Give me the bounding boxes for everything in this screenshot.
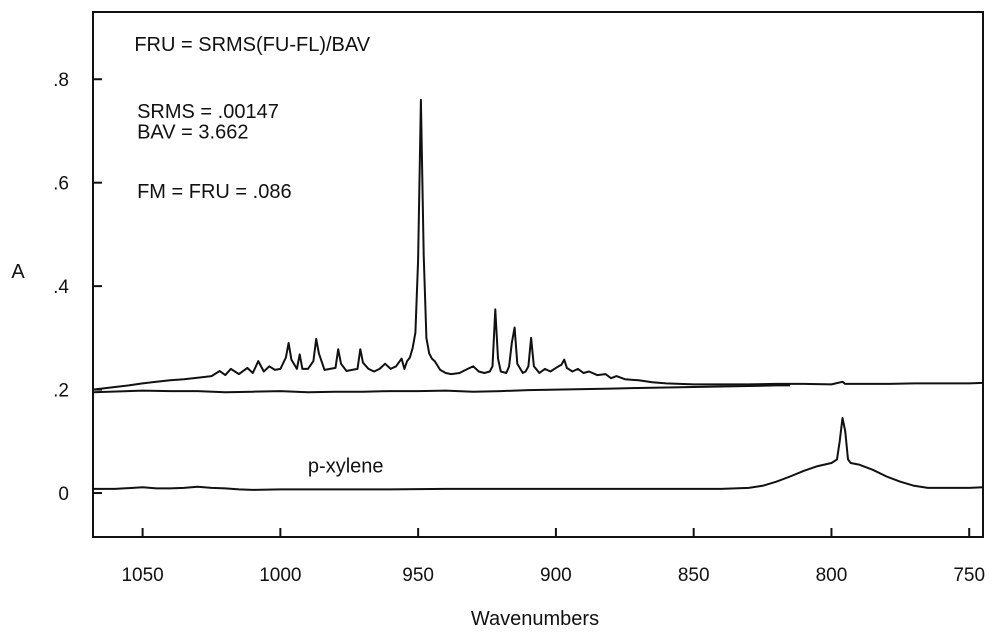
annotation: p-xylene [308, 455, 384, 477]
y-tick-label: .8 [53, 70, 69, 91]
series-layer [92, 98, 984, 491]
y-tick-label: .6 [53, 174, 69, 195]
x-tick-label: 950 [402, 565, 434, 586]
series-line-3 [93, 417, 984, 491]
plot-frame [92, 11, 984, 538]
series-line-2 [92, 384, 791, 394]
y-tick-label: .4 [53, 277, 69, 298]
x-tick-label: 1050 [121, 565, 163, 586]
x-axis: 1050 1000 950 900 850 800 750 [121, 528, 985, 586]
annotation: BAV = 3.662 [137, 122, 248, 144]
x-tick-label: 1000 [259, 565, 301, 586]
x-tick-label: 800 [816, 565, 848, 586]
y-axis-label: A [11, 261, 25, 283]
y-tick-label: 0 [58, 484, 69, 505]
annotation: FRU = SRMS(FU-FL)/BAV [134, 34, 370, 56]
x-tick-label: 750 [953, 565, 985, 586]
annotation: FM = FRU = .086 [137, 181, 291, 203]
y-tick-label: .2 [53, 381, 69, 402]
series-line-1 [92, 98, 984, 391]
annotation: SRMS = .00147 [137, 101, 279, 123]
x-tick-label: 850 [678, 565, 710, 586]
x-axis-label: Wavenumbers [471, 608, 599, 630]
x-tick-label: 900 [540, 565, 572, 586]
y-axis: 0 .2 .4 .6 .8 [53, 70, 102, 505]
